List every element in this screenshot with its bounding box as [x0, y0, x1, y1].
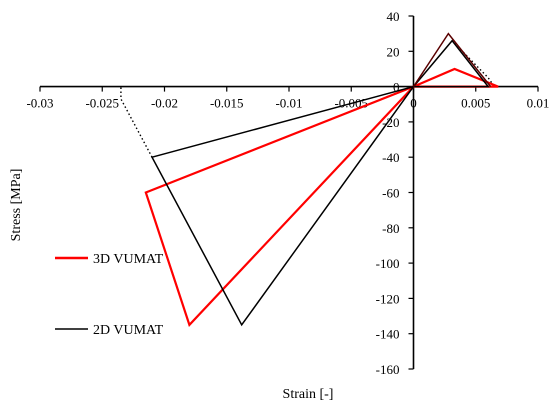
- y-axis-title: Stress [MPa]: [9, 169, 24, 242]
- y-tick-label: 20: [387, 44, 400, 59]
- axes: -0.03 -0.025 -0.02 -0.015 -0.01 -0.005 0 0.005 0…: [26, 9, 549, 377]
- series-line-2d-vumat: [150, 39, 490, 327]
- y-tick-label: -120: [376, 291, 400, 306]
- x-tick-label: -0.025: [85, 96, 119, 111]
- y-tick-label: -20: [382, 115, 399, 130]
- legend-label-2d-vumat: 2D VUMAT: [93, 323, 164, 338]
- x-tick-label: 0.01: [527, 96, 550, 111]
- legend: 3D VUMAT 2D VUMAT: [55, 252, 164, 338]
- y-tick-label: 0: [393, 80, 400, 95]
- x-axis-title: Strain [-]: [283, 387, 334, 402]
- dotted-extension-line: [120, 86, 153, 158]
- series-line-peak-2: [412, 32, 492, 88]
- legend-label-3d-vumat: 3D VUMAT: [93, 252, 164, 267]
- series-line-3d-vumat: [144, 67, 499, 327]
- y-tick-label: -160: [376, 362, 400, 377]
- x-ticks: -0.03 -0.025 -0.02 -0.015 -0.01 -0.005 0 0.005 0…: [26, 86, 550, 111]
- x-tick-label: -0.015: [210, 96, 244, 111]
- y-tick-label: 40: [387, 9, 400, 24]
- x-tick-label: -0.01: [275, 96, 302, 111]
- y-tick-label: -40: [382, 150, 399, 165]
- y-ticks: 40 20 0 -20 -40 -60 -80 -100 -120 -140 -160: [376, 9, 414, 377]
- y-tick-label: -80: [382, 221, 399, 236]
- series-layer: [120, 32, 499, 327]
- y-tick-label: -60: [382, 186, 399, 201]
- x-tick-label: -0.03: [26, 96, 53, 111]
- x-tick-label: 0.005: [461, 96, 490, 111]
- x-tick-label: -0.02: [151, 96, 178, 111]
- y-tick-label: -100: [376, 256, 400, 271]
- y-tick-label: -140: [376, 327, 400, 342]
- x-tick-label: 0: [410, 96, 417, 111]
